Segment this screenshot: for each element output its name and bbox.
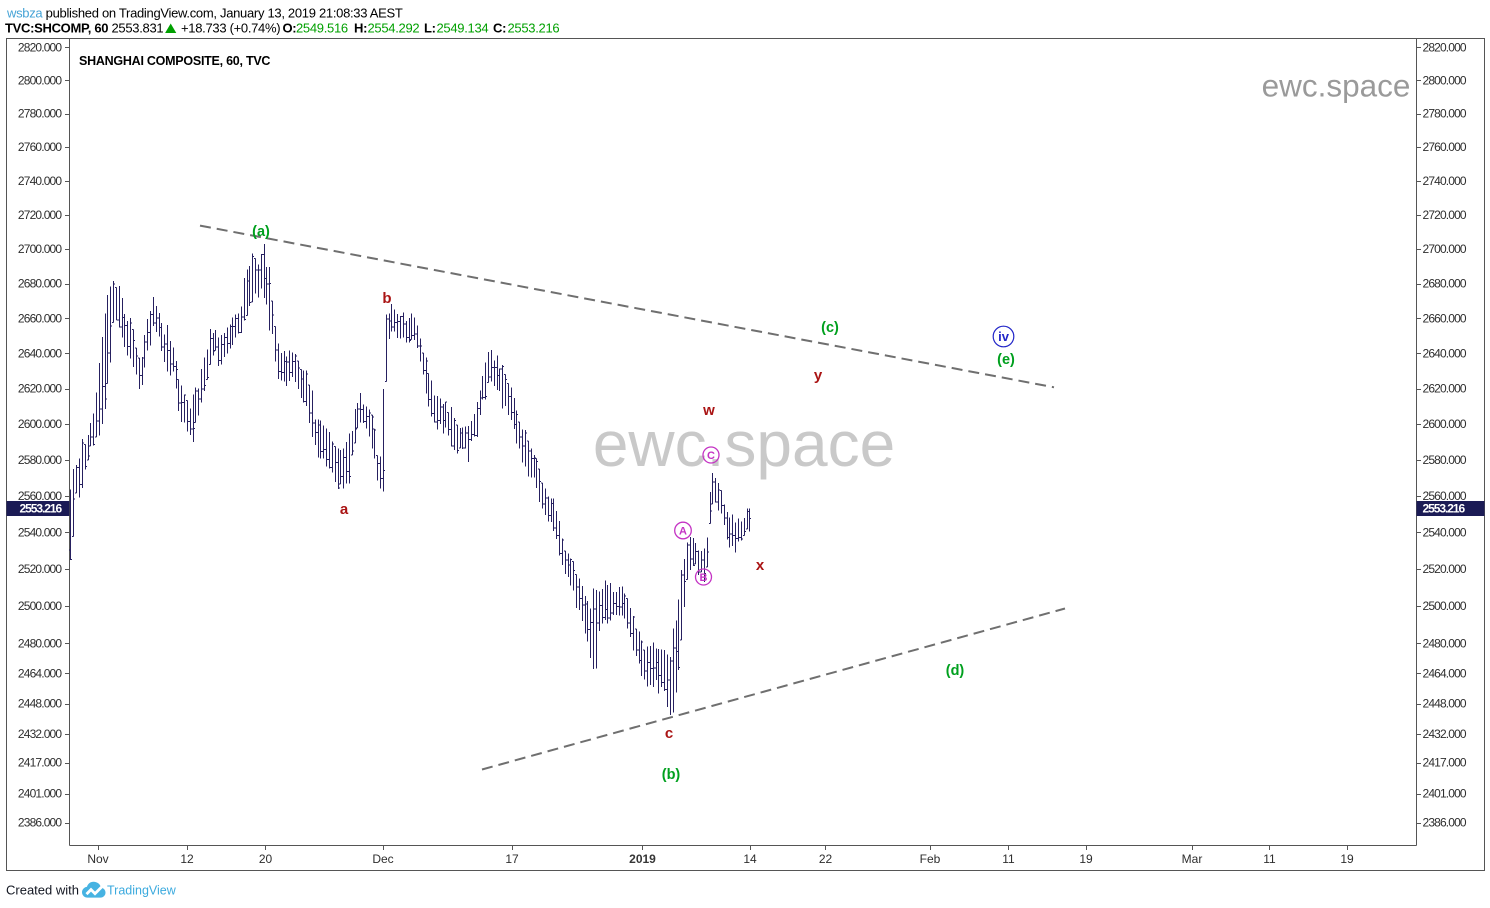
svg-text:a: a bbox=[340, 501, 349, 518]
svg-text:2386.000: 2386.000 bbox=[18, 816, 62, 830]
svg-text:2520.000: 2520.000 bbox=[1423, 562, 1467, 576]
svg-text:w: w bbox=[702, 402, 715, 419]
svg-text:2401.000: 2401.000 bbox=[1423, 787, 1467, 801]
svg-text:Feb: Feb bbox=[920, 852, 941, 866]
svg-text:2760.000: 2760.000 bbox=[18, 140, 62, 154]
svg-text:2553.216: 2553.216 bbox=[20, 501, 63, 515]
svg-text:2660.000: 2660.000 bbox=[1423, 311, 1467, 325]
svg-text:2448.000: 2448.000 bbox=[18, 697, 62, 711]
svg-text:(d): (d) bbox=[946, 663, 965, 679]
svg-text:B: B bbox=[700, 572, 708, 584]
svg-text:2640.000: 2640.000 bbox=[18, 346, 62, 360]
svg-text:2386.000: 2386.000 bbox=[1423, 816, 1467, 830]
svg-text:2540.000: 2540.000 bbox=[1423, 526, 1467, 540]
svg-text:TradingView: TradingView bbox=[107, 884, 177, 898]
svg-text:2820.000: 2820.000 bbox=[18, 40, 62, 54]
svg-text:2620.000: 2620.000 bbox=[18, 382, 62, 396]
svg-text:2720.000: 2720.000 bbox=[1423, 208, 1467, 222]
svg-text:Dec: Dec bbox=[372, 852, 393, 866]
svg-text:2540.000: 2540.000 bbox=[18, 526, 62, 540]
svg-text:SHANGHAI COMPOSITE, 60, TVC: SHANGHAI COMPOSITE, 60, TVC bbox=[79, 54, 270, 68]
svg-text:2620.000: 2620.000 bbox=[1423, 382, 1467, 396]
svg-text:2580.000: 2580.000 bbox=[1423, 453, 1467, 467]
svg-text:2740.000: 2740.000 bbox=[1423, 174, 1467, 188]
svg-text:2432.000: 2432.000 bbox=[18, 727, 62, 741]
svg-text:2600.000: 2600.000 bbox=[18, 417, 62, 431]
svg-text:2448.000: 2448.000 bbox=[1423, 697, 1467, 711]
svg-text:y: y bbox=[814, 367, 823, 384]
svg-text:2680.000: 2680.000 bbox=[1423, 277, 1467, 291]
svg-text:11: 11 bbox=[1002, 852, 1015, 866]
svg-text:Mar: Mar bbox=[1182, 852, 1203, 866]
svg-text:ewc.space: ewc.space bbox=[1262, 68, 1411, 104]
svg-text:19: 19 bbox=[1340, 852, 1354, 866]
svg-text:2401.000: 2401.000 bbox=[18, 787, 62, 801]
svg-text:2780.000: 2780.000 bbox=[1423, 107, 1467, 121]
svg-text:2464.000: 2464.000 bbox=[18, 666, 62, 680]
svg-text:A: A bbox=[679, 526, 687, 538]
svg-text:(e): (e) bbox=[997, 352, 1015, 368]
svg-text:2417.000: 2417.000 bbox=[18, 756, 62, 770]
svg-text:2500.000: 2500.000 bbox=[1423, 599, 1467, 613]
svg-text:2820.000: 2820.000 bbox=[1423, 40, 1467, 54]
svg-text:2600.000: 2600.000 bbox=[1423, 417, 1467, 431]
svg-text:17: 17 bbox=[505, 852, 519, 866]
svg-text:2760.000: 2760.000 bbox=[1423, 140, 1467, 154]
svg-text:2560.000: 2560.000 bbox=[18, 489, 62, 503]
svg-text:2700.000: 2700.000 bbox=[18, 242, 62, 256]
svg-text:ewc.space: ewc.space bbox=[593, 408, 895, 480]
svg-text:2580.000: 2580.000 bbox=[18, 453, 62, 467]
svg-text:2800.000: 2800.000 bbox=[18, 73, 62, 87]
svg-text:b: b bbox=[382, 290, 391, 307]
svg-text:2480.000: 2480.000 bbox=[1423, 636, 1467, 650]
svg-text:Created with: Created with bbox=[6, 883, 79, 898]
svg-text:(b): (b) bbox=[662, 767, 681, 783]
svg-text:2480.000: 2480.000 bbox=[18, 636, 62, 650]
svg-text:c: c bbox=[665, 725, 673, 742]
svg-text:Nov: Nov bbox=[87, 852, 108, 866]
svg-text:2640.000: 2640.000 bbox=[1423, 346, 1467, 360]
svg-text:2800.000: 2800.000 bbox=[1423, 73, 1467, 87]
svg-text:2780.000: 2780.000 bbox=[18, 107, 62, 121]
svg-text:14: 14 bbox=[743, 852, 757, 866]
svg-text:2560.000: 2560.000 bbox=[1423, 489, 1467, 503]
svg-text:iv: iv bbox=[998, 329, 1010, 344]
svg-text:2720.000: 2720.000 bbox=[18, 208, 62, 222]
svg-text:20: 20 bbox=[259, 852, 273, 866]
svg-text:x: x bbox=[756, 557, 765, 574]
svg-text:11: 11 bbox=[1263, 852, 1276, 866]
svg-text:wsbza published on TradingView: wsbza published on TradingView.com, Janu… bbox=[6, 6, 403, 21]
svg-text:2680.000: 2680.000 bbox=[18, 277, 62, 291]
svg-text:2464.000: 2464.000 bbox=[1423, 666, 1467, 680]
svg-text:22: 22 bbox=[819, 852, 833, 866]
svg-text:2432.000: 2432.000 bbox=[1423, 727, 1467, 741]
svg-text:12: 12 bbox=[180, 852, 194, 866]
svg-text:(a): (a) bbox=[252, 224, 270, 240]
svg-text:2019: 2019 bbox=[629, 852, 656, 866]
svg-text:(c): (c) bbox=[821, 320, 839, 336]
svg-text:C: C bbox=[707, 450, 715, 462]
svg-text:2500.000: 2500.000 bbox=[18, 599, 62, 613]
svg-text:2520.000: 2520.000 bbox=[18, 562, 62, 576]
svg-text:2700.000: 2700.000 bbox=[1423, 242, 1467, 256]
svg-text:2660.000: 2660.000 bbox=[18, 311, 62, 325]
svg-text:19: 19 bbox=[1079, 852, 1093, 866]
svg-text:2740.000: 2740.000 bbox=[18, 174, 62, 188]
svg-text:2417.000: 2417.000 bbox=[1423, 756, 1467, 770]
svg-text:2553.216: 2553.216 bbox=[1423, 501, 1466, 515]
